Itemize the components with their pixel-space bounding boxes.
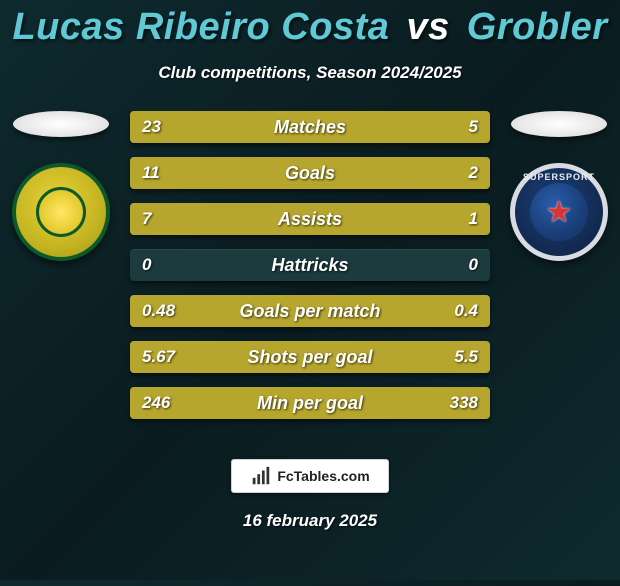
player-photo-placeholder-left xyxy=(13,111,109,137)
club-crest-left xyxy=(12,163,110,261)
stat-bar: 0.480.4Goals per match xyxy=(130,295,490,327)
crest-right-text: SUPERSPORT xyxy=(523,172,595,182)
title-vs: vs xyxy=(406,6,449,48)
chart-icon xyxy=(250,465,272,487)
stat-label: Goals per match xyxy=(130,295,490,327)
stat-label: Goals xyxy=(130,157,490,189)
stat-bar: 112Goals xyxy=(130,157,490,189)
title-player-left: Lucas Ribeiro Costa xyxy=(12,6,389,48)
title-player-right: Grobler xyxy=(467,6,608,48)
stat-label: Matches xyxy=(130,111,490,143)
stat-label: Assists xyxy=(130,203,490,235)
stat-label: Shots per goal xyxy=(130,341,490,373)
subtitle: Club competitions, Season 2024/2025 xyxy=(0,63,620,83)
stat-bar: 5.675.5Shots per goal xyxy=(130,341,490,373)
stat-bar: 71Assists xyxy=(130,203,490,235)
generation-date: 16 february 2025 xyxy=(0,511,620,531)
stat-label: Hattricks xyxy=(130,249,490,281)
comparison-content: SUPERSPORT ★ 235Matches 112Goals 71Assists… xyxy=(0,111,620,431)
left-player-column xyxy=(6,111,116,261)
right-player-column: SUPERSPORT ★ xyxy=(504,111,614,261)
stat-label: Min per goal xyxy=(130,387,490,419)
club-crest-right: SUPERSPORT ★ xyxy=(510,163,608,261)
stat-bars: 235Matches 112Goals 71Assists 00Hattricks 0.… xyxy=(130,111,490,419)
stat-bar: 246338Min per goal xyxy=(130,387,490,419)
comparison-title: Lucas Ribeiro Costa vs Grobler xyxy=(0,6,620,49)
star-icon: ★ xyxy=(546,195,573,230)
stat-bar: 00Hattricks xyxy=(130,249,490,281)
crest-right-inner: ★ xyxy=(530,183,588,241)
player-photo-placeholder-right xyxy=(511,111,607,137)
footer-logo-text: FcTables.com xyxy=(277,468,369,484)
fctables-logo: FcTables.com xyxy=(231,459,389,493)
stat-bar: 235Matches xyxy=(130,111,490,143)
